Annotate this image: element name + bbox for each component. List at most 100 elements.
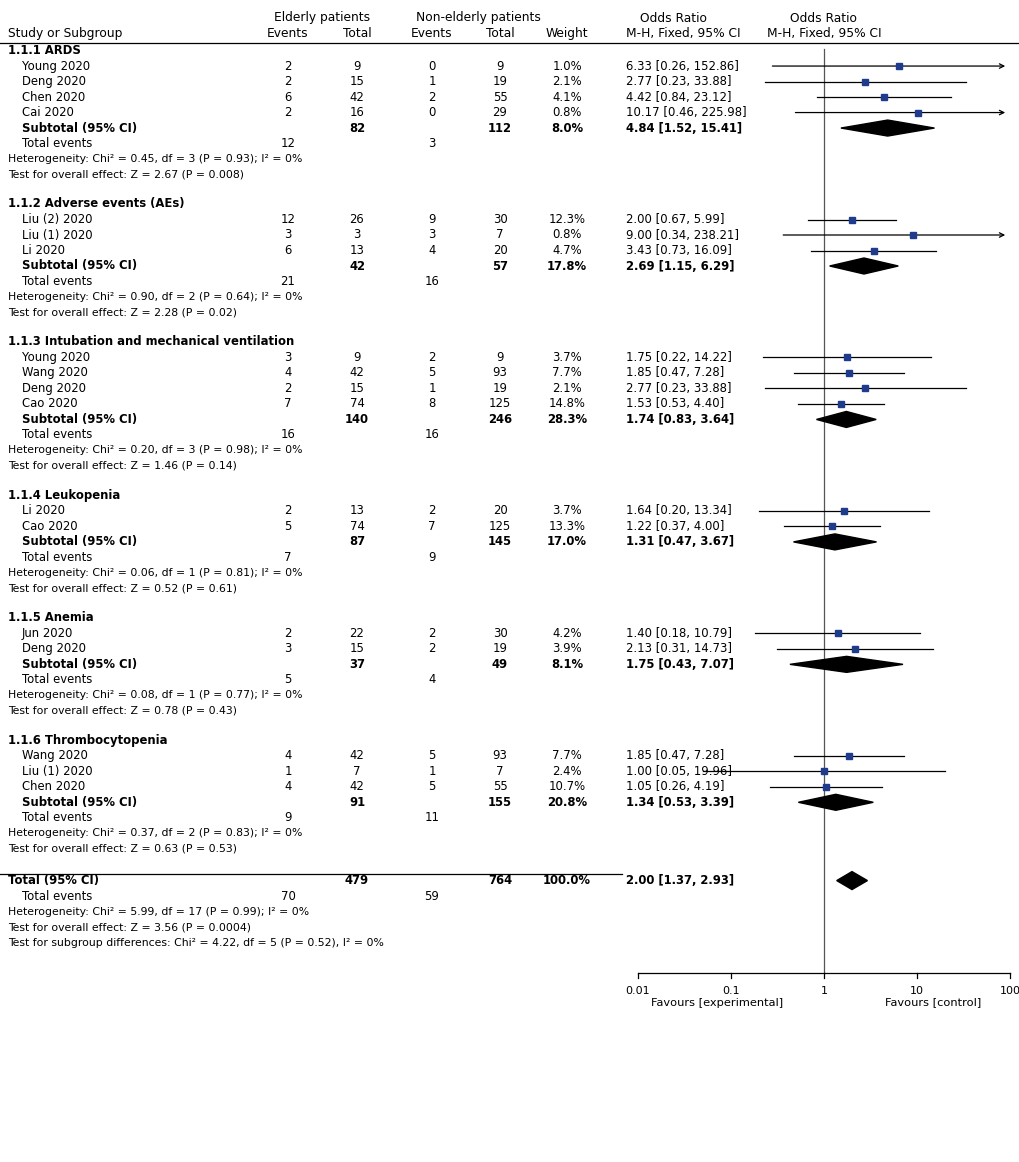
Text: 1.1.2 Adverse events (AEs): 1.1.2 Adverse events (AEs) xyxy=(8,198,184,210)
Text: 74: 74 xyxy=(350,397,364,410)
Text: Total events: Total events xyxy=(22,551,92,564)
Text: 9.00 [0.34, 238.21]: 9.00 [0.34, 238.21] xyxy=(626,229,739,242)
Text: 1: 1 xyxy=(428,765,435,777)
Text: 1: 1 xyxy=(284,765,291,777)
Text: 21: 21 xyxy=(280,275,296,288)
Text: 3: 3 xyxy=(428,137,435,150)
Text: 2: 2 xyxy=(428,504,435,517)
Text: 3.7%: 3.7% xyxy=(551,351,581,364)
Text: 2.00 [0.67, 5.99]: 2.00 [0.67, 5.99] xyxy=(626,213,723,225)
Text: 3.43 [0.73, 16.09]: 3.43 [0.73, 16.09] xyxy=(626,244,732,257)
Text: 1: 1 xyxy=(428,382,435,395)
Text: 42: 42 xyxy=(350,781,364,794)
Text: Subtotal (95% CI): Subtotal (95% CI) xyxy=(22,658,137,670)
Text: Li 2020: Li 2020 xyxy=(22,244,65,257)
Text: Heterogeneity: Chi² = 0.37, df = 2 (P = 0.83); I² = 0%: Heterogeneity: Chi² = 0.37, df = 2 (P = … xyxy=(8,829,302,838)
Text: 11: 11 xyxy=(424,811,439,824)
Text: Total events: Total events xyxy=(22,890,92,903)
Text: 479: 479 xyxy=(344,874,369,887)
Text: 0: 0 xyxy=(428,59,435,72)
Text: 8: 8 xyxy=(428,397,435,410)
Text: 1.75 [0.22, 14.22]: 1.75 [0.22, 14.22] xyxy=(626,351,732,364)
Text: Liu (2) 2020: Liu (2) 2020 xyxy=(22,213,93,225)
Text: 8.1%: 8.1% xyxy=(550,658,583,670)
Text: Test for overall effect: Z = 2.28 (P = 0.02): Test for overall effect: Z = 2.28 (P = 0… xyxy=(8,308,236,317)
Text: 19: 19 xyxy=(492,76,507,88)
Polygon shape xyxy=(798,795,872,810)
Text: 16: 16 xyxy=(280,429,296,442)
Polygon shape xyxy=(828,258,898,274)
Text: 3: 3 xyxy=(284,229,291,242)
Polygon shape xyxy=(836,872,866,890)
Text: Cao 2020: Cao 2020 xyxy=(22,397,77,410)
Text: 2: 2 xyxy=(284,504,291,517)
Text: Subtotal (95% CI): Subtotal (95% CI) xyxy=(22,413,137,426)
Text: 12: 12 xyxy=(280,213,296,225)
Text: 4: 4 xyxy=(284,366,291,380)
Text: 145: 145 xyxy=(487,536,512,548)
Text: Wang 2020: Wang 2020 xyxy=(22,366,88,380)
Text: 55: 55 xyxy=(492,781,506,794)
Text: 13.3%: 13.3% xyxy=(548,519,585,533)
Text: 30: 30 xyxy=(492,213,506,225)
Text: 7.7%: 7.7% xyxy=(551,749,581,762)
Text: Total events: Total events xyxy=(22,137,92,150)
Text: 7.7%: 7.7% xyxy=(551,366,581,380)
Text: 7: 7 xyxy=(496,229,503,242)
Text: Liu (1) 2020: Liu (1) 2020 xyxy=(22,229,93,242)
Text: 9: 9 xyxy=(496,59,503,72)
Text: 2.13 [0.31, 14.73]: 2.13 [0.31, 14.73] xyxy=(626,643,732,655)
Text: 4: 4 xyxy=(428,244,435,257)
Text: 125: 125 xyxy=(488,519,511,533)
Text: 764: 764 xyxy=(487,874,512,887)
Text: Deng 2020: Deng 2020 xyxy=(22,643,86,655)
Text: 87: 87 xyxy=(348,536,365,548)
Text: 20.8%: 20.8% xyxy=(546,796,587,809)
Text: Events: Events xyxy=(267,27,309,40)
Text: 3: 3 xyxy=(353,229,361,242)
Text: 91: 91 xyxy=(348,796,365,809)
Text: 2.77 [0.23, 33.88]: 2.77 [0.23, 33.88] xyxy=(626,382,731,395)
Text: 0.01: 0.01 xyxy=(625,985,650,996)
Text: Subtotal (95% CI): Subtotal (95% CI) xyxy=(22,122,137,135)
Text: Favours [control]: Favours [control] xyxy=(884,997,980,1007)
Text: 9: 9 xyxy=(284,811,291,824)
Text: 93: 93 xyxy=(492,749,506,762)
Text: 4.7%: 4.7% xyxy=(551,244,581,257)
Text: 2: 2 xyxy=(428,643,435,655)
Text: 9: 9 xyxy=(353,351,361,364)
Text: Total: Total xyxy=(342,27,371,40)
Text: Liu (1) 2020: Liu (1) 2020 xyxy=(22,765,93,777)
Text: 4: 4 xyxy=(428,673,435,687)
Text: 0.8%: 0.8% xyxy=(551,229,581,242)
Text: 9: 9 xyxy=(353,59,361,72)
Text: 1: 1 xyxy=(428,76,435,88)
Text: 1.0%: 1.0% xyxy=(551,59,581,72)
Text: 1.40 [0.18, 10.79]: 1.40 [0.18, 10.79] xyxy=(626,626,732,640)
Text: 28.3%: 28.3% xyxy=(546,413,587,426)
Text: 1.1.5 Anemia: 1.1.5 Anemia xyxy=(8,611,94,624)
Text: 30: 30 xyxy=(492,626,506,640)
Text: Deng 2020: Deng 2020 xyxy=(22,76,86,88)
Text: Subtotal (95% CI): Subtotal (95% CI) xyxy=(22,796,137,809)
Text: 13: 13 xyxy=(350,244,364,257)
Text: 12: 12 xyxy=(280,137,296,150)
Text: 1.1.3 Intubation and mechanical ventilation: 1.1.3 Intubation and mechanical ventilat… xyxy=(8,336,293,349)
Text: 5: 5 xyxy=(428,781,435,794)
Text: Total: Total xyxy=(485,27,514,40)
Text: 3: 3 xyxy=(428,229,435,242)
Text: 16: 16 xyxy=(350,106,364,119)
Text: Favours [experimental]: Favours [experimental] xyxy=(650,997,782,1007)
Text: 9: 9 xyxy=(428,213,435,225)
Text: 2.00 [1.37, 2.93]: 2.00 [1.37, 2.93] xyxy=(626,874,734,887)
Text: 15: 15 xyxy=(350,643,364,655)
Text: Test for overall effect: Z = 2.67 (P = 0.008): Test for overall effect: Z = 2.67 (P = 0… xyxy=(8,170,244,180)
Text: 20: 20 xyxy=(492,244,506,257)
Text: 1.22 [0.37, 4.00]: 1.22 [0.37, 4.00] xyxy=(626,519,723,533)
Text: 2: 2 xyxy=(428,351,435,364)
Text: Total (95% CI): Total (95% CI) xyxy=(8,874,99,887)
Text: Young 2020: Young 2020 xyxy=(22,351,90,364)
Text: 5: 5 xyxy=(284,673,291,687)
Text: 1.00 [0.05, 19.96]: 1.00 [0.05, 19.96] xyxy=(626,765,732,777)
Text: 17.8%: 17.8% xyxy=(546,259,587,273)
